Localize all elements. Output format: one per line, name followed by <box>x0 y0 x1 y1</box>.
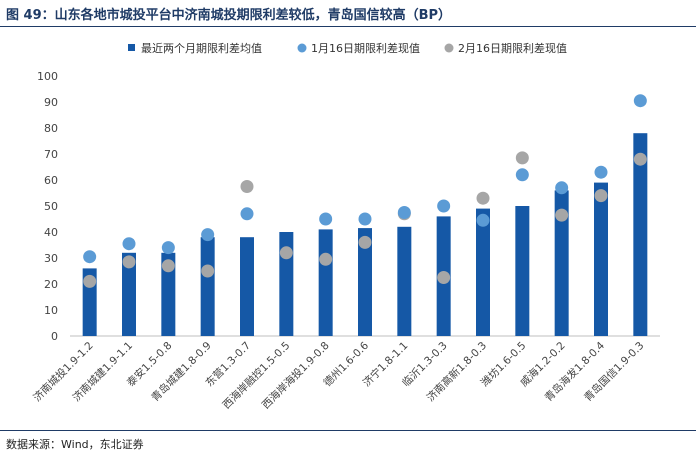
y-tick-label: 80 <box>44 122 58 135</box>
bar <box>122 252 136 336</box>
bar <box>476 208 490 336</box>
feb16-point <box>201 264 215 278</box>
bar <box>200 237 215 336</box>
bar <box>161 252 176 336</box>
title-bar: 图 49：山东各地市城投平台中济南城投期限利差较低，青岛国信较高（BP） <box>0 0 696 27</box>
jan16-point <box>122 237 136 251</box>
feb16-point <box>476 191 490 205</box>
bar <box>554 190 569 336</box>
y-tick-label: 40 <box>44 226 58 239</box>
bar <box>318 229 333 336</box>
legend-feb16-label: 2月16日期限利差现值 <box>458 41 567 55</box>
y-tick-label: 30 <box>44 252 58 265</box>
feb16-point <box>161 259 175 273</box>
source-note: 数据来源：Wind，东北证券 <box>6 438 144 451</box>
jan16-point <box>240 207 254 221</box>
feb16-point <box>319 252 333 266</box>
legend-jan16-marker <box>297 43 307 53</box>
x-tick-label: 西海岸融控1.5-0.5 <box>220 339 293 412</box>
jan16-point <box>358 212 372 226</box>
y-tick-label: 10 <box>44 304 58 317</box>
jan16-point <box>161 241 175 255</box>
footer-divider <box>0 430 696 431</box>
y-tick-label: 100 <box>37 70 58 83</box>
feb16-point <box>555 208 569 222</box>
chart-title: 图 49：山东各地市城投平台中济南城投期限利差较低，青岛国信较高（BP） <box>6 8 452 23</box>
jan16-point <box>515 168 529 182</box>
chart-area: 0102030405060708090100济南城投1.9-1.2济南城建1.9… <box>31 41 660 412</box>
y-tick-label: 0 <box>51 330 58 343</box>
bar <box>240 237 254 336</box>
jan16-point <box>594 165 608 179</box>
legend-jan16-label: 1月16日期限利差现值 <box>311 41 420 55</box>
jan16-point <box>633 94 647 108</box>
y-tick-label: 90 <box>44 96 58 109</box>
jan16-point <box>201 228 215 242</box>
bar <box>594 182 608 336</box>
feb16-point <box>594 189 608 203</box>
jan16-point <box>397 206 411 219</box>
legend-bar-marker <box>128 44 135 51</box>
x-tick-label: 西海岸海投1.9-0.8 <box>259 339 332 412</box>
feb16-point <box>633 152 647 166</box>
y-tick-label: 20 <box>44 278 58 291</box>
jan16-point <box>476 213 490 227</box>
jan16-point <box>437 199 451 213</box>
bar <box>397 226 412 336</box>
y-tick-label: 50 <box>44 200 58 213</box>
feb16-point <box>279 246 293 260</box>
feb16-point <box>358 235 372 249</box>
bar <box>358 228 372 336</box>
feb16-point <box>515 151 529 165</box>
feb16-point <box>240 180 254 193</box>
jan16-point <box>319 212 333 226</box>
feb16-point <box>122 255 136 269</box>
jan16-point <box>83 250 97 264</box>
bar <box>515 206 530 336</box>
legend-bar-label: 最近两个月期限利差均值 <box>141 41 262 55</box>
y-tick-label: 60 <box>44 174 58 187</box>
feb16-point <box>83 274 97 288</box>
legend-feb16-marker <box>444 43 454 53</box>
feb16-point <box>437 271 451 284</box>
jan16-point <box>555 181 569 195</box>
bar <box>633 133 648 336</box>
y-tick-label: 70 <box>44 148 58 161</box>
